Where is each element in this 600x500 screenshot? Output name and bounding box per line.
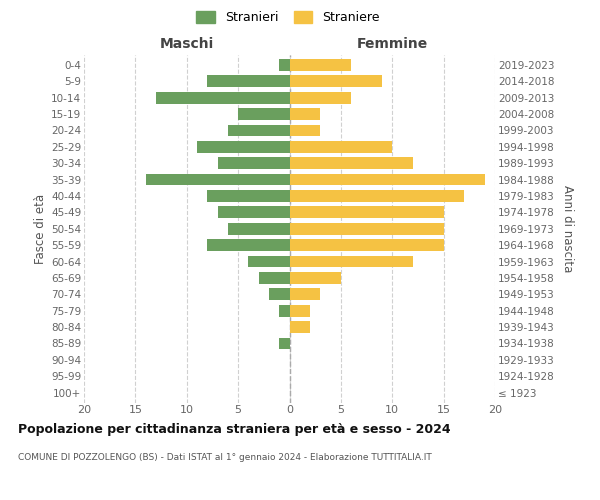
Bar	[290, 76, 382, 87]
Bar	[290, 288, 320, 300]
Bar	[279, 305, 290, 316]
Bar	[197, 141, 290, 152]
Text: Femmine: Femmine	[356, 37, 428, 51]
Text: Maschi: Maschi	[160, 37, 214, 51]
Text: COMUNE DI POZZOLENGO (BS) - Dati ISTAT al 1° gennaio 2024 - Elaborazione TUTTITA: COMUNE DI POZZOLENGO (BS) - Dati ISTAT a…	[18, 452, 432, 462]
Bar	[290, 174, 485, 186]
Y-axis label: Fasce di età: Fasce di età	[34, 194, 47, 264]
Bar	[259, 272, 290, 284]
Bar	[290, 59, 351, 70]
Bar	[290, 206, 443, 218]
Bar	[290, 92, 351, 104]
Bar	[208, 239, 290, 251]
Bar	[269, 288, 290, 300]
Bar	[228, 124, 290, 136]
Bar	[156, 92, 290, 104]
Bar	[279, 59, 290, 70]
Text: Popolazione per cittadinanza straniera per età e sesso - 2024: Popolazione per cittadinanza straniera p…	[18, 422, 451, 436]
Bar	[208, 190, 290, 202]
Bar	[290, 141, 392, 152]
Bar	[248, 256, 290, 268]
Legend: Stranieri, Straniere: Stranieri, Straniere	[194, 8, 382, 26]
Bar	[290, 239, 443, 251]
Y-axis label: Anni di nascita: Anni di nascita	[561, 185, 574, 272]
Bar	[290, 272, 341, 284]
Bar	[290, 108, 320, 120]
Bar	[290, 124, 320, 136]
Bar	[290, 256, 413, 268]
Bar	[146, 174, 290, 186]
Bar	[290, 321, 310, 333]
Bar	[290, 305, 310, 316]
Bar	[290, 223, 443, 234]
Bar	[279, 338, 290, 349]
Bar	[238, 108, 290, 120]
Bar	[290, 190, 464, 202]
Bar	[208, 76, 290, 87]
Bar	[218, 206, 290, 218]
Bar	[290, 158, 413, 169]
Bar	[228, 223, 290, 234]
Bar	[218, 158, 290, 169]
